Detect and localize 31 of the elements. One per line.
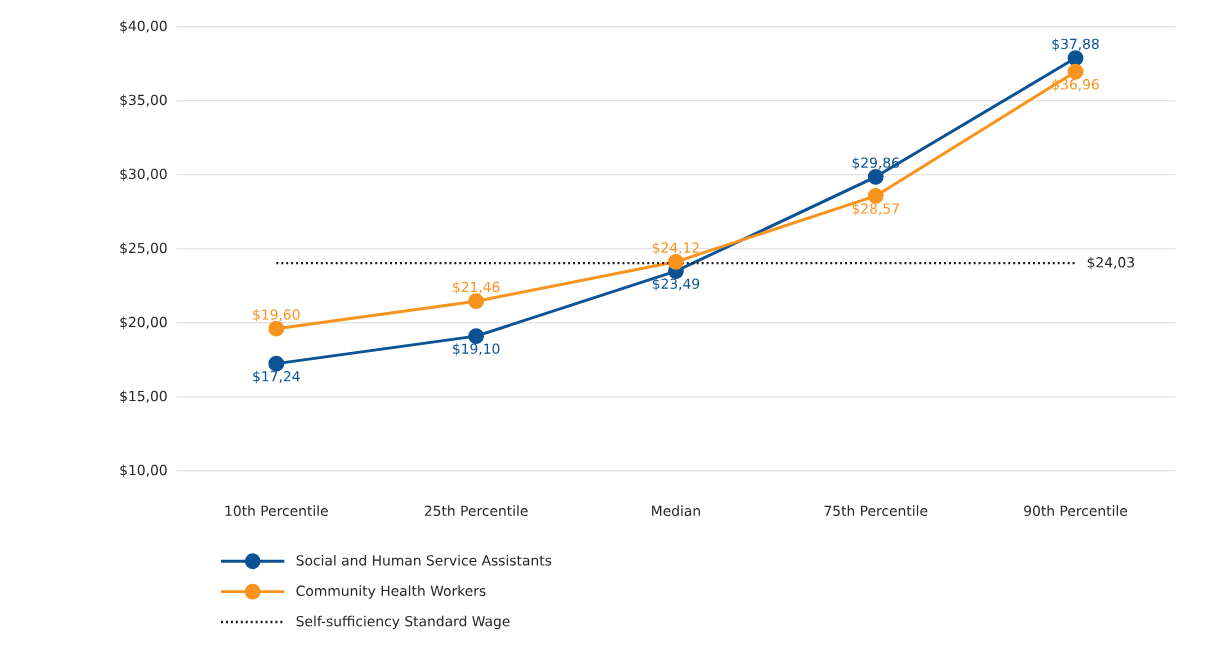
data-label: $24,03 (1087, 257, 1134, 270)
y-tick-label: $40,00 (120, 20, 167, 34)
y-tick-label: $10,00 (120, 464, 167, 478)
y-tick-label: $20,00 (120, 316, 167, 330)
x-tick-label: 25th Percentile (424, 505, 528, 517)
legend-label: Community Health Workers (296, 585, 486, 599)
x-tick-label: Median (652, 505, 700, 517)
data-label: $24,12 (652, 242, 699, 255)
data-label: $36,96 (1052, 78, 1099, 92)
point (867, 169, 884, 185)
data-label: $19,60 (253, 309, 300, 322)
data-label: $28,57 (852, 203, 899, 216)
point (867, 188, 884, 204)
point (1067, 50, 1084, 67)
y-tick-label: $25,00 (120, 242, 167, 256)
data-label: $17,24 (253, 370, 300, 384)
legend-label: Self-sufficiency Standard Wage (296, 615, 510, 630)
data-label: $21,46 (453, 281, 500, 295)
data-label: $29,86 (852, 157, 900, 170)
x-tick-label: 90th Percentile (1024, 505, 1128, 517)
point (668, 254, 684, 270)
data-label: $37,88 (1052, 38, 1099, 52)
y-tick-label: $15,00 (120, 390, 167, 404)
x-tick-label: 75th Percentile (824, 505, 928, 517)
point (468, 293, 485, 310)
y-tick-label: $35,00 (120, 94, 167, 108)
data-label: $23,49 (652, 278, 700, 291)
y-tick-label: $30,00 (120, 168, 167, 182)
legend-label: Social and Human Service Assistants (296, 555, 552, 566)
data-label: $19,10 (453, 343, 500, 356)
x-tick-label: 10th Percentile (225, 505, 328, 517)
